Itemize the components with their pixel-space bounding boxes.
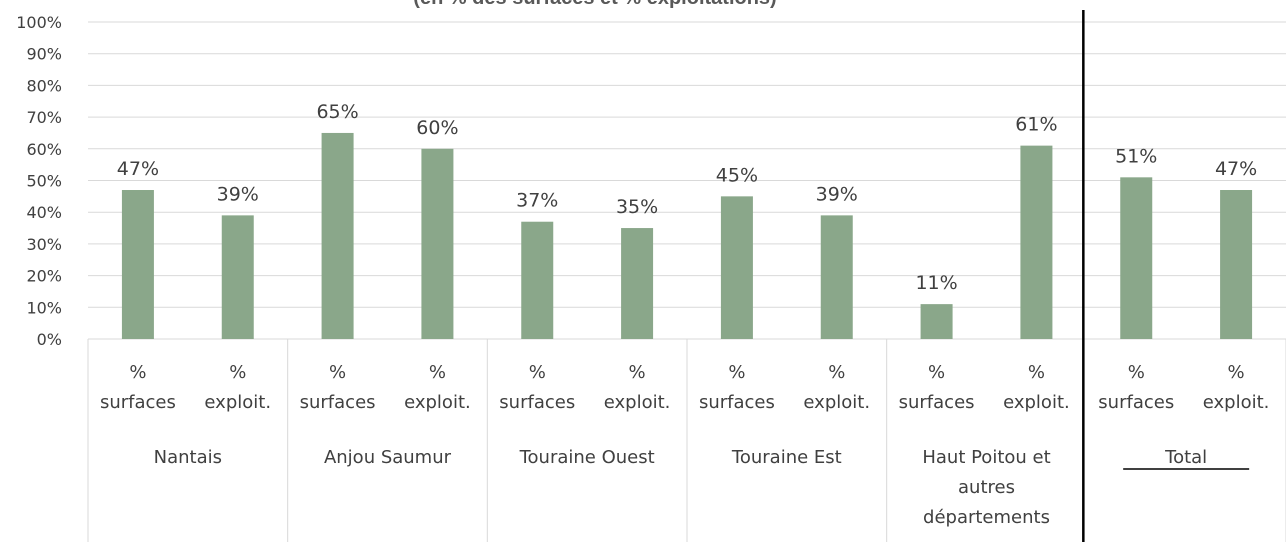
- y-tick-label: 70%: [26, 108, 62, 127]
- group-label: Nantais: [154, 447, 222, 468]
- x-tick-label: surfaces: [699, 392, 775, 413]
- x-tick-label: %: [928, 362, 945, 383]
- y-tick-label: 0%: [37, 330, 62, 349]
- data-label: 60%: [416, 117, 458, 139]
- y-tick-label: 40%: [26, 203, 62, 222]
- x-tick-label: %: [1028, 362, 1045, 383]
- group-label: départements: [923, 507, 1050, 528]
- data-label: 47%: [1215, 158, 1257, 180]
- y-tick-label: 90%: [26, 45, 62, 64]
- bar: [421, 148, 454, 339]
- y-tick-label: 30%: [26, 235, 62, 254]
- y-axis-ticks: 0% 10% 20% 30% 40% 50% 60% 70% 80% 90% 100%: [16, 13, 62, 349]
- bar: [1020, 145, 1053, 339]
- y-tick-label: 80%: [26, 76, 62, 95]
- data-label: 11%: [915, 272, 957, 294]
- x-axis: % surfaces% exploit. Nantais% surfaces% explo…: [87, 10, 1286, 542]
- bar: [221, 215, 254, 339]
- x-tick-label: %: [629, 362, 646, 383]
- y-tick-label: 10%: [26, 298, 62, 317]
- x-tick-label: exploit.: [204, 392, 271, 413]
- x-tick-label: %: [529, 362, 546, 383]
- data-label: 47%: [117, 158, 159, 180]
- x-tick-label: %: [1128, 362, 1145, 383]
- x-tick-label: %: [828, 362, 845, 383]
- data-label: 45%: [716, 164, 758, 186]
- x-tick-label: exploit.: [803, 392, 870, 413]
- x-tick-label: exploit.: [1003, 392, 1070, 413]
- data-label: 61%: [1015, 114, 1057, 136]
- x-tick-label: surfaces: [1098, 392, 1174, 413]
- x-tick-label: %: [1228, 362, 1245, 383]
- bar: [720, 196, 753, 339]
- bar: [521, 221, 554, 339]
- x-tick-label: exploit.: [404, 392, 471, 413]
- bar: [820, 215, 853, 339]
- x-tick-label: %: [429, 362, 446, 383]
- group-label: autres: [958, 477, 1015, 498]
- data-labels: 47% 39% 65% 60% 37% 35% 45% 39% 11% 61% 51% 47%: [117, 101, 1257, 294]
- bar: [1120, 177, 1153, 339]
- x-tick-label: surfaces: [899, 392, 975, 413]
- data-label: 65%: [316, 101, 358, 123]
- group-label: Touraine Est: [731, 447, 842, 468]
- x-tick-label: exploit.: [1203, 392, 1270, 413]
- x-tick-label: exploit.: [604, 392, 671, 413]
- data-label: 37%: [516, 190, 558, 212]
- y-tick-label: 50%: [26, 172, 62, 191]
- bar: [121, 190, 154, 339]
- x-tick-label: surfaces: [300, 392, 376, 413]
- bar: [1220, 190, 1253, 339]
- gridlines: [88, 21, 1286, 340]
- x-tick-label: surfaces: [499, 392, 575, 413]
- y-tick-label: 100%: [16, 13, 62, 32]
- chart-title: (en % des surfaces et % exploitations): [413, 0, 776, 9]
- data-label: 39%: [217, 183, 259, 205]
- data-label: 35%: [616, 196, 658, 218]
- group-label: Haut Poitou et: [922, 447, 1050, 468]
- group-label: Total: [1164, 447, 1207, 468]
- data-label: 39%: [816, 183, 858, 205]
- x-tick-label: %: [329, 362, 346, 383]
- bar: [321, 132, 354, 339]
- bars: [121, 132, 1253, 339]
- x-tick-label: %: [728, 362, 745, 383]
- x-tick-label: surfaces: [100, 392, 176, 413]
- group-label: Anjou Saumur: [324, 447, 452, 468]
- data-label: 51%: [1115, 145, 1157, 167]
- bar: [920, 304, 953, 339]
- group-label: Touraine Ouest: [519, 447, 655, 468]
- y-tick-label: 60%: [26, 140, 62, 159]
- y-tick-label: 20%: [26, 267, 62, 286]
- bar: [621, 228, 654, 339]
- x-tick-label: %: [229, 362, 246, 383]
- x-tick-label: %: [129, 362, 146, 383]
